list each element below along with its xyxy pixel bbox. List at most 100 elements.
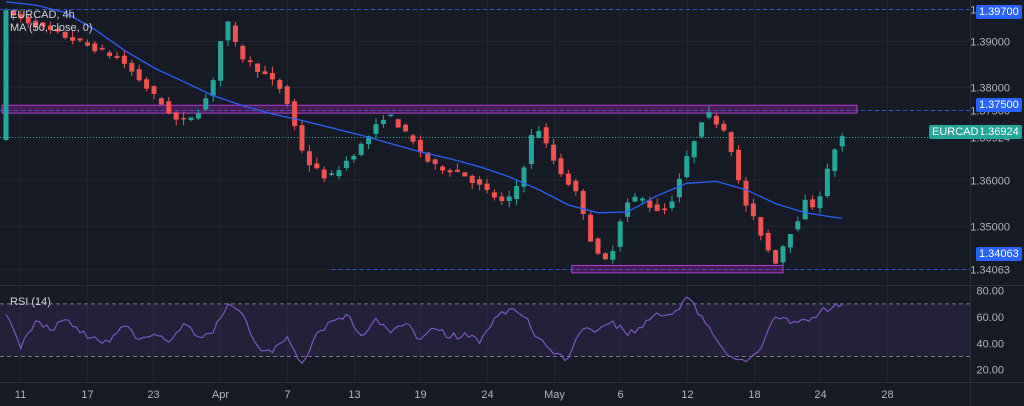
rsi-tick-label: 60.00: [976, 312, 1004, 324]
candle-body: [676, 178, 682, 198]
y-tick-label: 1.34063: [970, 265, 1010, 277]
candle-body: [240, 45, 246, 60]
candle-body: [225, 21, 231, 41]
candle-body: [3, 10, 9, 140]
candle-body: [602, 253, 608, 260]
x-tick-label: 19: [414, 389, 426, 401]
candle-body: [787, 234, 793, 248]
resistance-zone: [1, 104, 858, 114]
x-tick-label: 23: [147, 389, 159, 401]
candle-body: [151, 86, 157, 94]
x-tick-label: 13: [348, 389, 360, 401]
candle-body: [70, 37, 76, 41]
candle-body: [33, 20, 39, 28]
candle-body: [506, 196, 512, 202]
candle-body: [336, 170, 342, 177]
candle-body: [625, 202, 631, 217]
x-tick-label: 12: [681, 389, 693, 401]
candle-body: [395, 119, 401, 128]
candle-body: [144, 79, 150, 89]
candle-body: [158, 98, 164, 105]
candle-body: [565, 173, 571, 185]
candle-body: [432, 159, 438, 164]
candle-body: [343, 160, 349, 168]
candle-body: [232, 25, 238, 42]
candle-body: [469, 175, 475, 184]
candle-body: [351, 155, 357, 160]
candle-body: [314, 163, 320, 169]
price-label-level-res: 1.37500: [976, 98, 1022, 112]
candle-body: [691, 141, 697, 158]
candle-body: [269, 73, 275, 80]
candle-body: [255, 63, 261, 72]
candle-body: [188, 117, 194, 121]
candle-body: [99, 47, 105, 50]
ma-legend: MA (50, close, 0): [10, 22, 93, 34]
candle-body: [639, 198, 645, 201]
candle-body: [750, 203, 756, 217]
candle-body: [210, 80, 216, 97]
candle-body: [580, 190, 586, 215]
candle-body: [166, 101, 172, 114]
candle-body: [706, 112, 712, 118]
candle-body: [247, 60, 253, 63]
candle-body: [654, 204, 660, 212]
candle-body: [62, 32, 68, 38]
y-tick-label: 1.39000: [970, 37, 1010, 49]
candle-body: [558, 158, 564, 175]
candle-body: [447, 170, 453, 173]
x-tick-label: 24: [481, 389, 493, 401]
candle-body: [721, 123, 727, 131]
candle-body: [780, 246, 786, 263]
candle-body: [366, 136, 372, 145]
candle-body: [773, 250, 779, 264]
x-tick-label: Apr: [212, 389, 229, 401]
rsi-tick-label: 20.00: [976, 365, 1004, 377]
candle-body: [728, 132, 734, 153]
y-tick-label: 1.38000: [970, 83, 1010, 95]
candle-body: [824, 168, 830, 196]
candle-body: [832, 149, 838, 171]
candle-body: [203, 98, 209, 110]
candle-body: [373, 124, 379, 134]
candle-body: [262, 71, 268, 75]
candle-body: [55, 28, 61, 32]
x-tick-label: 28: [881, 389, 893, 401]
x-tick-label: 7: [284, 389, 290, 401]
candle-body: [477, 179, 483, 185]
candle-body: [277, 80, 283, 89]
candle-body: [573, 180, 579, 192]
candle-body: [403, 124, 409, 132]
candle-body: [181, 118, 187, 120]
candle-body: [743, 180, 749, 206]
candle-body: [839, 136, 845, 147]
candle-body: [329, 173, 335, 176]
candle-body: [617, 221, 623, 247]
x-tick-label: 17: [81, 389, 93, 401]
candle-body: [484, 183, 490, 190]
ma-line: [5, 1, 843, 220]
candle-body: [380, 119, 386, 124]
candle-body: [136, 69, 142, 81]
candle-body: [713, 115, 719, 125]
candle-body: [10, 11, 16, 16]
candle-body: [684, 156, 690, 178]
candle-body: [669, 201, 675, 208]
candle-body: [440, 166, 446, 171]
candle-body: [107, 52, 113, 57]
y-tick-label: 1.35000: [970, 222, 1010, 234]
candle-body: [765, 233, 771, 251]
candle-body: [795, 221, 801, 230]
candle-body: [536, 131, 542, 138]
price-label-level-high: 1.39700: [976, 5, 1022, 19]
candle-body: [802, 199, 808, 220]
symbol-badge: EURCAD: [929, 125, 982, 139]
candle-body: [551, 144, 557, 161]
candle-body: [284, 86, 290, 104]
candle-body: [195, 113, 201, 119]
candle-body: [699, 122, 705, 137]
candle-body: [299, 125, 305, 151]
candle-body: [47, 25, 53, 30]
